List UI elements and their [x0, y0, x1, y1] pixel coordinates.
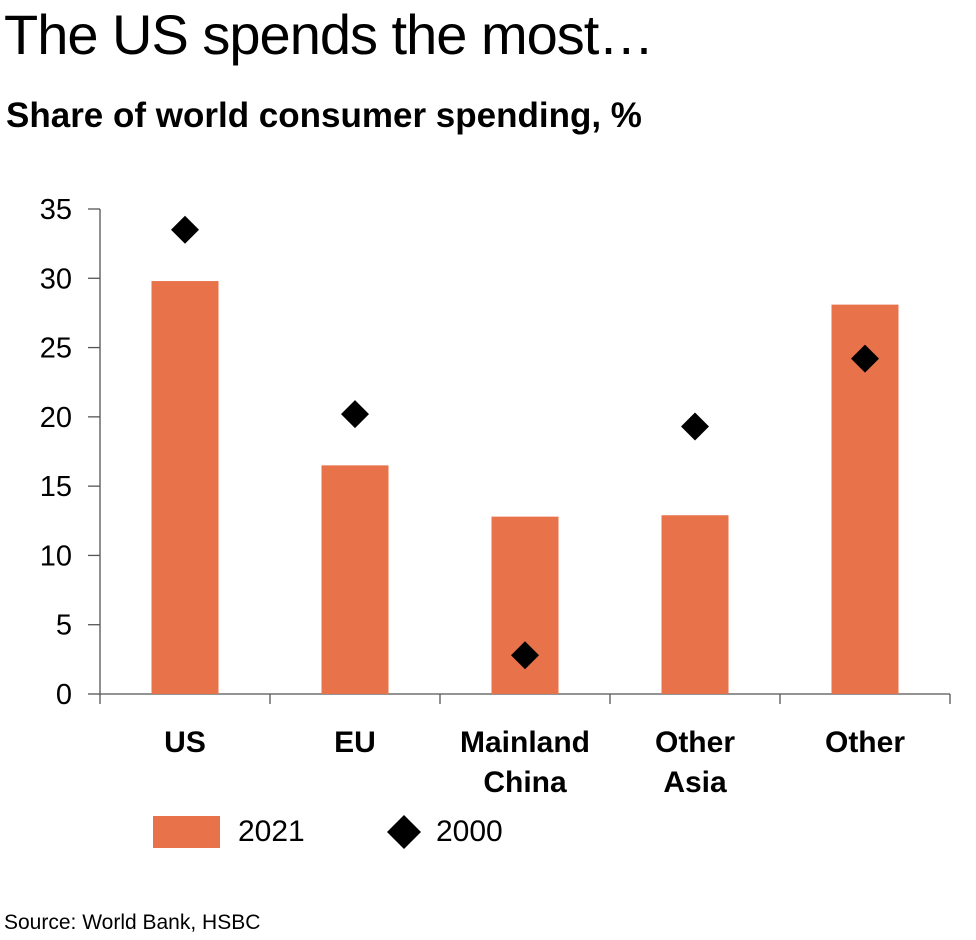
legend-item-2021: 2021 [153, 815, 305, 849]
legend-label-2000: 2000 [436, 815, 503, 848]
y-tick-label: 20 [40, 402, 72, 434]
bar-2021 [321, 465, 389, 694]
x-category-label: Other [825, 726, 905, 759]
legend-swatch-bar [153, 816, 220, 848]
y-tick-label: 10 [40, 540, 72, 572]
marker-2000 [341, 400, 369, 429]
x-category-label: Mainland [460, 726, 590, 759]
marker-2000 [851, 344, 879, 373]
chart-plot: 0 5 10 15 20 25 30 35 US EU Mainland China Other Asia… [40, 194, 951, 799]
legend: 2021 2000 [0, 812, 976, 862]
marker-2000 [171, 215, 199, 244]
chart-subtitle: Share of world consumer spending, % [6, 96, 642, 135]
chart-title: The US spends the most… [4, 3, 654, 66]
x-category-label: Other [655, 726, 735, 759]
legend-label-2021: 2021 [238, 815, 305, 848]
chart-source: Source: World Bank, HSBC [4, 911, 261, 934]
x-category-label: EU [334, 726, 376, 759]
y-tick-label: 15 [40, 471, 72, 503]
y-tick-label: 5 [56, 610, 72, 642]
x-category-label: China [483, 766, 567, 799]
legend-item-2000: 2000 [384, 812, 503, 852]
bar-2021 [151, 281, 219, 694]
y-tick-label: 30 [40, 263, 72, 295]
marker-2000 [681, 412, 709, 441]
y-tick-label: 25 [40, 333, 72, 365]
x-category-label: US [164, 726, 206, 759]
bar-2021 [661, 515, 729, 694]
y-tick-label: 0 [56, 679, 72, 711]
legend-swatch-diamond [387, 815, 421, 849]
x-category-label: Asia [663, 766, 727, 799]
marker-2000 [511, 641, 539, 670]
y-tick-label: 35 [40, 194, 72, 226]
